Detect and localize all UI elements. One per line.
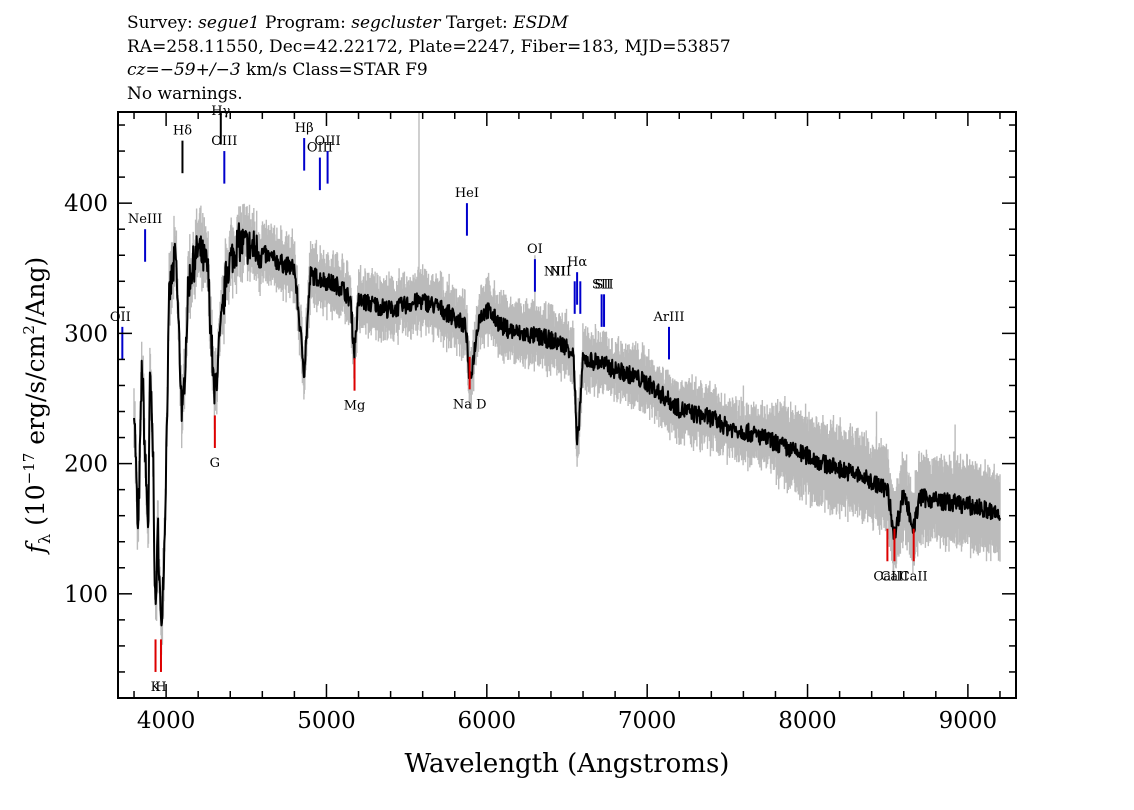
y-tick-label: 200	[64, 452, 108, 478]
emission-label: Hβ	[295, 121, 314, 136]
emission-label: NII	[544, 264, 566, 279]
absorption-label: Mg	[344, 399, 366, 414]
header-line-coordinates: RA=258.11550, Dec=42.22172, Plate=2247, …	[127, 36, 731, 57]
target-label: Target:	[445, 13, 508, 33]
emission-label: SII	[594, 277, 613, 292]
tick-layer: 4000 5000 6000 7000 8000 9000 100 200 300 400	[64, 112, 1016, 734]
x-tick-label: 9000	[939, 708, 998, 734]
x-tick-label: 8000	[778, 708, 837, 734]
emission-label: Hδ	[173, 124, 192, 139]
header-line-warnings: No warnings.	[127, 83, 243, 104]
emission-label: ArIII	[652, 310, 684, 325]
flux-series-line	[133, 222, 1001, 627]
absorption-label: CaII	[900, 569, 928, 584]
survey-label: Survey:	[127, 13, 193, 33]
absorption-label: Na D	[453, 397, 487, 412]
emission-label: NeIII	[128, 212, 162, 227]
emission-label: OIII	[315, 134, 341, 149]
redshift-unit: km/s	[246, 60, 287, 80]
emission-label: HeI	[455, 186, 479, 201]
plot-frame	[117, 111, 1017, 699]
spectrum-header: Survey: segue1 Program: segcluster Targe…	[127, 12, 1027, 106]
absorption-label: H	[155, 680, 166, 695]
class-value: Class=STAR F9	[292, 60, 428, 80]
x-tick-label: 7000	[618, 708, 677, 734]
y-axis-label-text: fλ (10−17 erg/s/cm2/Ang)	[20, 257, 54, 556]
x-tick-label: 6000	[458, 708, 517, 734]
x-tick-label: 4000	[137, 708, 196, 734]
redshift-value: cz=−59+/−3	[127, 60, 241, 80]
flux-layer	[133, 222, 1001, 627]
absorption-label: G	[210, 456, 220, 471]
header-line-survey: Survey: segue1 Program: segcluster Targe…	[127, 12, 1027, 36]
y-tick-label: 400	[64, 191, 108, 217]
emission-label: SII	[592, 277, 611, 292]
error-band	[133, 112, 1001, 655]
line-marker-layer: OIINeIIIHδHγOIIIHβOIIIOIIIHeIOINIIHαNIIS…	[110, 104, 928, 695]
header-line-redshift: cz=−59+/−3 km/s Class=STAR F9	[127, 59, 1027, 83]
emission-label: NII	[549, 264, 571, 279]
program-label: Program:	[265, 13, 346, 33]
emission-label: OIII	[211, 134, 237, 149]
absorption-label: CaII	[880, 569, 908, 584]
absorption-label: CaII	[873, 569, 901, 584]
absorption-label: K	[151, 680, 161, 695]
survey-value: segue1	[198, 13, 260, 33]
target-value: ESDM	[513, 13, 569, 33]
x-axis-label: Wavelength (Angstroms)	[405, 749, 730, 779]
x-tick-label: 5000	[297, 708, 356, 734]
emission-label: OIII	[307, 141, 333, 156]
program-value: segcluster	[351, 13, 441, 33]
emission-label: Hα	[567, 255, 587, 270]
y-tick-label: 100	[64, 582, 108, 608]
emission-label: OII	[110, 310, 131, 325]
y-tick-label: 300	[64, 321, 108, 347]
error-band-layer	[133, 112, 1001, 655]
y-axis-label: fλ (10−17 erg/s/cm2/Ang)	[20, 257, 54, 556]
emission-label: OI	[527, 242, 543, 257]
